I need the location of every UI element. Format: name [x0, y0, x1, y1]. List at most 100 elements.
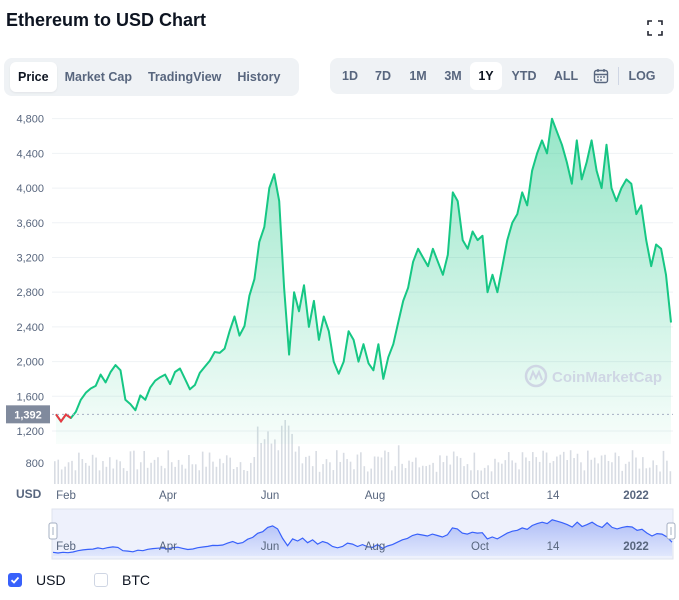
tab-tradingview[interactable]: TradingView [147, 70, 222, 84]
volume-bar [556, 456, 558, 484]
volume-bar [194, 464, 197, 484]
volume-bar [212, 461, 214, 484]
x-tick-label: 2022 [623, 490, 649, 502]
volume-bar [98, 470, 101, 484]
volume-bar [329, 462, 331, 484]
volume-bar [473, 452, 476, 484]
volume-bar [511, 460, 513, 484]
volume-bar [542, 450, 544, 484]
volume-bar [64, 466, 66, 484]
range-3m[interactable]: 3M [444, 69, 462, 83]
volume-bar [576, 453, 579, 484]
range-1d[interactable]: 1D [342, 69, 358, 83]
navigator-tick-label: Aug [365, 541, 385, 553]
legend-btc-label: BTC [122, 572, 150, 588]
volume-bar [497, 462, 500, 484]
volume-bar [153, 459, 156, 484]
volume-bar [404, 468, 407, 484]
volume-bar [604, 454, 606, 484]
expand-icon[interactable] [645, 18, 665, 38]
volume-bar [133, 450, 135, 484]
price-line-below-ref [55, 413, 72, 424]
volume-bar [614, 452, 617, 484]
volume-bar [177, 459, 180, 484]
volume-bar [439, 455, 441, 484]
volume-bar [611, 462, 613, 484]
legend-usd-label: USD [36, 572, 66, 588]
legend-usd[interactable]: USD [8, 572, 66, 588]
range-all[interactable]: ALL [553, 69, 579, 83]
range-1y[interactable]: 1Y [470, 62, 502, 90]
price-area-fill [56, 118, 671, 444]
volume-bar [332, 470, 335, 484]
volume-bar [566, 460, 568, 484]
y-tick-label: 4,400 [16, 148, 44, 160]
volume-bar [428, 464, 431, 484]
volume-bar [122, 468, 125, 484]
volume-bar [617, 456, 620, 484]
volume-bar [260, 442, 262, 484]
x-tick-label: Aug [365, 490, 385, 502]
volume-bar [514, 462, 517, 484]
volume-bar [583, 470, 586, 484]
volume-bar [71, 460, 73, 484]
price-area [55, 117, 672, 444]
volume-bar [243, 470, 245, 484]
volume-bar [109, 457, 111, 484]
volume-bar [642, 457, 644, 484]
tab-history[interactable]: History [237, 70, 281, 84]
volume-bar [188, 454, 190, 484]
tab-market-cap[interactable]: Market Cap [64, 70, 132, 84]
volume-bar [67, 462, 70, 484]
volume-bar [311, 466, 314, 484]
volume-bar [136, 469, 139, 484]
volume-bar [164, 468, 166, 484]
navigator-tick-label: 14 [547, 541, 560, 553]
volume-bar [360, 452, 362, 484]
range-1m[interactable]: 1M [409, 69, 427, 83]
volume-bar [456, 456, 458, 484]
navigator-tick-label: Jun [261, 541, 280, 553]
log-toggle[interactable]: LOG [628, 69, 656, 83]
y-tick-label: 2,000 [16, 357, 44, 369]
volume-bar [631, 450, 634, 484]
navigator[interactable]: Feb Apr Jun Aug Oct 14 2022 [48, 508, 676, 560]
volume-bar [659, 471, 661, 484]
volume-bar [535, 457, 538, 484]
volume-bar [318, 471, 321, 484]
volume-bar [377, 456, 379, 484]
x-tick-label: Oct [471, 490, 490, 502]
volume-bar [552, 461, 555, 484]
range-tabs: 1D 7D 1M 3M 1Y YTD ALL LOG [330, 58, 674, 94]
volume-bar [219, 458, 221, 484]
volume-bar [126, 470, 128, 484]
volume-bar [593, 457, 596, 484]
range-ytd[interactable]: YTD [511, 69, 537, 83]
volume-bar [225, 455, 228, 484]
volume-bar [463, 466, 465, 484]
volume-bar [648, 467, 651, 484]
volume-bar [600, 455, 603, 484]
volume-bar [666, 460, 668, 484]
range-7d[interactable]: 7D [375, 69, 391, 83]
volume-bar [335, 450, 338, 484]
volume-bar [119, 461, 121, 484]
btc-checkbox[interactable] [94, 573, 108, 587]
volume-bar [652, 460, 654, 484]
tab-price[interactable]: Price [10, 62, 57, 92]
volume-bar [129, 451, 132, 484]
legend-btc[interactable]: BTC [94, 572, 150, 588]
divider [618, 67, 619, 85]
volume-bar [294, 451, 297, 484]
usd-checkbox[interactable] [8, 573, 22, 587]
navigator-tick-label: Apr [159, 541, 177, 553]
volume-bar [384, 450, 386, 484]
volume-bar [112, 468, 115, 484]
volume-bar [84, 462, 87, 484]
volume-bar [432, 462, 434, 484]
volume-bar [562, 451, 565, 484]
volume-bar [88, 465, 90, 484]
volume-bar [222, 463, 225, 484]
calendar-icon[interactable] [592, 67, 610, 85]
reference-line: 1,392 [6, 405, 673, 424]
